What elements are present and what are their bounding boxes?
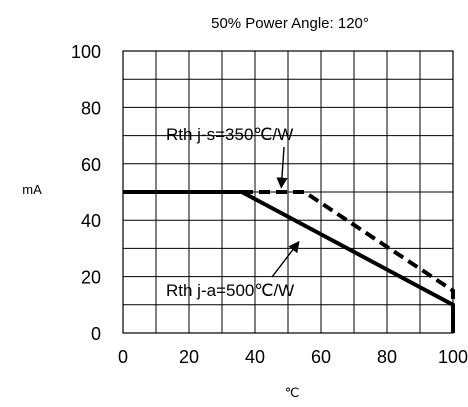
annotation-arrow-rth-ja	[271, 240, 300, 278]
x-axis-label: ℃	[285, 385, 300, 400]
y-tick-label: 80	[81, 98, 101, 118]
x-tick-label: 0	[118, 347, 128, 367]
y-tick-label: 100	[71, 42, 101, 62]
y-axis-label: mA	[22, 182, 42, 197]
x-tick-label: 60	[311, 347, 331, 367]
y-tick-label: 0	[91, 324, 101, 344]
x-tick-label: 40	[245, 347, 265, 367]
chart-title: 50% Power Angle: 120°	[211, 15, 369, 32]
annotation-rth-ja: Rth j-a=500℃/W	[166, 281, 294, 300]
annotation-arrow-rth-js	[276, 146, 288, 189]
y-tick-label: 20	[81, 268, 101, 288]
x-tick-label: 100	[438, 347, 468, 367]
x-tick-label: 80	[377, 347, 397, 367]
x-tick-label: 20	[179, 347, 199, 367]
y-tick-label: 60	[81, 155, 101, 175]
series-line-rth-ja	[123, 190, 455, 333]
plot-area: 0 20 40 60 80 100 0 20 40 60 80 100 Rth j-s=350℃/W Rt…	[71, 42, 468, 367]
annotation-rth-js: Rth j-s=350℃/W	[166, 125, 293, 144]
y-tick-label: 40	[81, 211, 101, 231]
